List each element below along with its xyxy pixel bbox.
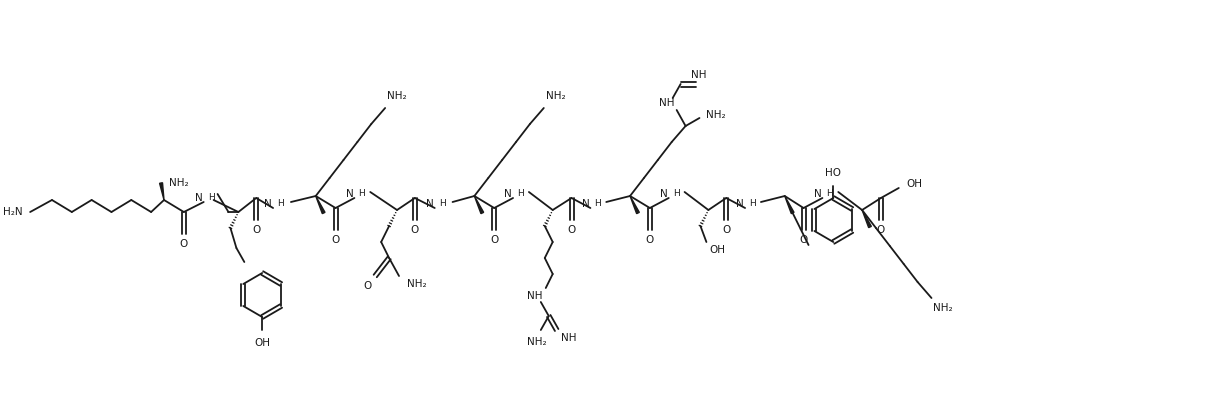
Text: NH: NH bbox=[690, 70, 706, 80]
Text: N: N bbox=[814, 189, 821, 199]
Text: N: N bbox=[264, 199, 272, 209]
Text: N: N bbox=[426, 199, 433, 209]
Text: NH₂: NH₂ bbox=[706, 110, 726, 120]
Text: N: N bbox=[737, 199, 744, 209]
Text: NH: NH bbox=[561, 333, 577, 343]
Text: N: N bbox=[504, 189, 512, 199]
Text: N: N bbox=[660, 189, 668, 199]
Text: O: O bbox=[180, 239, 188, 249]
Text: N: N bbox=[345, 189, 354, 199]
Text: H: H bbox=[749, 200, 755, 208]
Text: OH: OH bbox=[255, 338, 271, 348]
Polygon shape bbox=[785, 196, 794, 214]
Text: H: H bbox=[359, 190, 365, 198]
Text: H: H bbox=[673, 190, 679, 198]
Text: NH₂: NH₂ bbox=[528, 337, 547, 347]
Text: H₂N: H₂N bbox=[2, 207, 22, 217]
Polygon shape bbox=[475, 196, 483, 214]
Text: O: O bbox=[252, 225, 261, 235]
Text: H: H bbox=[826, 190, 834, 198]
Text: O: O bbox=[332, 235, 340, 245]
Text: H: H bbox=[595, 200, 601, 208]
Text: NH: NH bbox=[528, 291, 542, 301]
Text: OH: OH bbox=[907, 179, 923, 189]
Polygon shape bbox=[316, 196, 326, 214]
Polygon shape bbox=[159, 183, 164, 200]
Text: N: N bbox=[581, 199, 590, 209]
Text: H: H bbox=[438, 200, 446, 208]
Text: O: O bbox=[490, 235, 498, 245]
Text: NH₂: NH₂ bbox=[169, 178, 188, 188]
Text: NH₂: NH₂ bbox=[406, 279, 427, 289]
Text: O: O bbox=[364, 281, 371, 291]
Text: N: N bbox=[195, 193, 203, 203]
Text: H: H bbox=[517, 190, 524, 198]
Text: NH₂: NH₂ bbox=[387, 91, 406, 101]
Text: O: O bbox=[646, 235, 654, 245]
Text: OH: OH bbox=[710, 245, 726, 255]
Text: O: O bbox=[799, 235, 808, 245]
Polygon shape bbox=[862, 210, 871, 228]
Text: NH₂: NH₂ bbox=[934, 303, 953, 313]
Text: H: H bbox=[277, 200, 284, 208]
Text: H: H bbox=[208, 194, 214, 202]
Text: HO: HO bbox=[825, 168, 841, 178]
Text: NH: NH bbox=[660, 98, 674, 108]
Polygon shape bbox=[630, 196, 639, 214]
Text: O: O bbox=[722, 225, 731, 235]
Text: NH₂: NH₂ bbox=[546, 91, 565, 101]
Text: O: O bbox=[876, 225, 885, 235]
Text: O: O bbox=[568, 225, 575, 235]
Text: O: O bbox=[411, 225, 419, 235]
